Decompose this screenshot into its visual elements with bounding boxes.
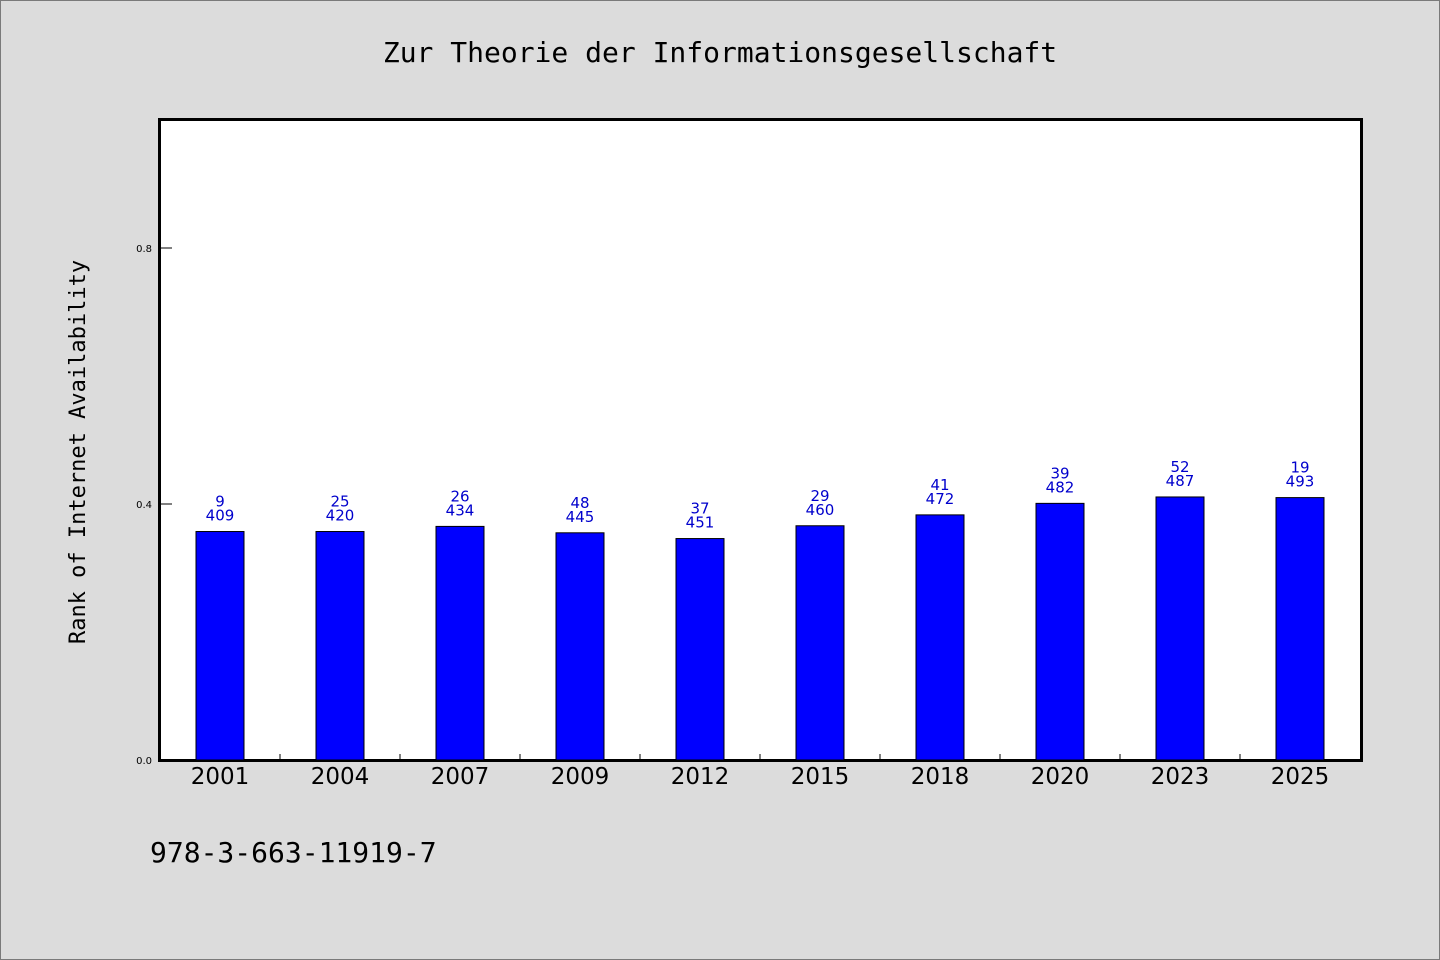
x-tick-label: 2015 <box>791 764 850 790</box>
data-label-top: 37 <box>690 500 709 518</box>
data-label-bottom: 472 <box>926 490 955 508</box>
data-label-top: 48 <box>570 494 589 512</box>
x-tick-label: 2001 <box>191 764 250 790</box>
data-label-top: 25 <box>330 493 349 511</box>
data-label-top: 19 <box>1290 459 1309 477</box>
x-tick-label: 2020 <box>1031 764 1090 790</box>
x-tick-label: 2004 <box>311 764 370 790</box>
data-label-bottom: 409 <box>206 507 235 525</box>
x-tick-label: 2023 <box>1151 764 1210 790</box>
data-label-bottom: 482 <box>1046 478 1075 496</box>
bar <box>555 532 605 761</box>
x-tick-label: 2012 <box>671 764 730 790</box>
data-label-bottom: 493 <box>1286 473 1315 491</box>
x-tick-label: 2007 <box>431 764 490 790</box>
y-tick-label: 0.8 <box>136 244 152 255</box>
data-label-bottom: 487 <box>1166 472 1195 490</box>
bar <box>315 531 365 761</box>
data-label-top: 52 <box>1170 458 1189 476</box>
data-label-top: 9 <box>215 493 225 511</box>
bars-layer <box>195 496 1325 761</box>
bar <box>1035 502 1085 761</box>
bar <box>435 525 485 761</box>
chart-title: Zur Theorie der Informationsgesellschaft <box>383 36 1057 69</box>
isbn-text: 978-3-663-11919-7 <box>150 836 437 869</box>
bar <box>1155 496 1205 761</box>
ticks-layer: 0.0 0.4 0.8 <box>136 244 1241 767</box>
data-label-top: 26 <box>450 487 469 505</box>
y-tick-label: 0.4 <box>136 500 152 511</box>
data-label-bottom: 434 <box>446 501 475 519</box>
data-label-top: 29 <box>810 487 829 505</box>
x-tick-label: 2025 <box>1271 764 1330 790</box>
data-label-top: 39 <box>1050 464 1069 482</box>
data-label-bottom: 445 <box>566 508 595 526</box>
bar <box>195 531 245 761</box>
data-label-top: 41 <box>930 476 949 494</box>
bar <box>1275 497 1325 761</box>
data-label-bottom: 451 <box>686 514 715 532</box>
bar <box>915 514 965 761</box>
x-tick-label: 2018 <box>911 764 970 790</box>
data-label-bottom: 420 <box>326 507 355 525</box>
y-tick-label: 0.0 <box>136 756 152 767</box>
bar <box>675 538 725 761</box>
y-axis-label: Rank of Internet Availability <box>66 260 91 644</box>
data-label-bottom: 460 <box>806 501 835 519</box>
bar <box>795 525 845 761</box>
x-tick-label: 2009 <box>551 764 610 790</box>
